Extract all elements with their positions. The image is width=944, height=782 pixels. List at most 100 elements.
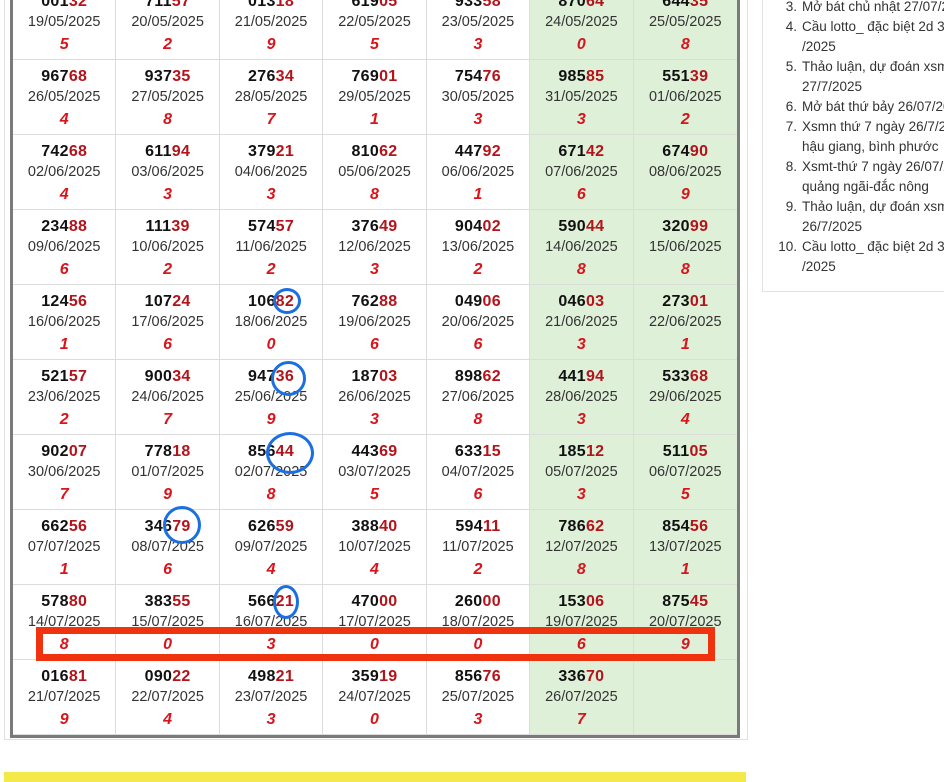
result-cell: 93735 27/05/2025 8: [116, 60, 220, 135]
number-head: 447: [454, 143, 483, 160]
item-text[interactable]: quảng ngãi-đắc nông: [802, 179, 929, 194]
result-number: 37649: [323, 218, 425, 236]
result-number: 18512: [530, 443, 632, 461]
result-digit: 2: [473, 261, 483, 278]
result-number: 01318: [220, 0, 322, 11]
number-tail: 06: [482, 293, 501, 310]
result-cell: 00132 19/05/2025 5: [13, 0, 117, 60]
result-number: 52157: [13, 368, 115, 386]
result-cell: 57457 11/06/2025 2: [219, 210, 324, 285]
number-tail: 57: [171, 0, 191, 10]
item-number: [763, 77, 802, 97]
number-tail: 24: [172, 293, 191, 310]
item-text[interactable]: Cầu lotto_ đặc biệt 2d 3d: [802, 239, 944, 254]
sidebar-post-link[interactable]: 8. Xsmt-thứ 7 ngày 26/07/2: [763, 157, 944, 177]
result-digit: 6: [59, 261, 69, 278]
number-head: 590: [558, 218, 586, 235]
result-date: 15/06/2025: [648, 239, 722, 255]
number-head: 870: [558, 0, 586, 10]
result-date: 11/06/2025: [235, 239, 307, 255]
sidebar-post-link[interactable]: hậu giang, bình phước: [763, 137, 944, 157]
sidebar-post-link[interactable]: 27/7/2025: [763, 77, 944, 97]
sidebar-post-link[interactable]: 4. Cầu lotto_ đặc biệt 2d 3d: [763, 17, 944, 37]
number-tail: 90: [689, 143, 709, 160]
result-digit: 0: [370, 711, 379, 728]
sidebar-post-link[interactable]: /2025: [763, 37, 944, 57]
result-number: 81062: [323, 143, 425, 161]
result-number: 04906: [427, 293, 529, 311]
item-text[interactable]: Thảo luận, dự đoán xsmb: [802, 59, 944, 74]
sidebar-post-link[interactable]: 7. Xsmn thứ 7 ngày 26/7/20: [763, 117, 944, 137]
result-date: 01/07/2025: [131, 464, 204, 480]
result-number: 87545: [634, 593, 737, 611]
result-number: 90207: [13, 443, 115, 461]
sidebar-post-link[interactable]: 26/7/2025: [763, 217, 944, 237]
item-text[interactable]: Cầu lotto_ đặc biệt 2d 3d: [802, 19, 944, 34]
result-cell: [633, 660, 737, 735]
result-cell: 61194 03/06/2025 3: [116, 135, 220, 210]
item-text[interactable]: Xsmt-thứ 7 ngày 26/07/2: [802, 159, 944, 174]
result-digit: 3: [163, 186, 173, 203]
number-tail: 32: [68, 0, 88, 10]
result-number: 38840: [323, 518, 425, 536]
number-tail: 05: [689, 443, 708, 460]
number-head: 106: [248, 293, 276, 310]
number-tail: 57: [68, 368, 88, 385]
number-tail: 19: [379, 668, 398, 685]
number-tail: 69: [379, 443, 398, 460]
result-date: 15/07/2025: [131, 614, 204, 630]
number-head: 046: [558, 293, 586, 310]
number-head: 778: [144, 443, 173, 460]
item-text[interactable]: /2025: [802, 39, 836, 54]
result-digit: 8: [266, 486, 276, 503]
item-number: 9.: [785, 199, 797, 214]
sidebar-post-link[interactable]: 3. Mở bát chủ nhật 27/07/2: [763, 0, 944, 17]
result-date: 09/07/2025: [234, 539, 308, 555]
number-head: 856: [248, 443, 276, 460]
item-text[interactable]: Thảo luận, dự đoán xsmb: [802, 199, 944, 214]
number-head: 273: [662, 293, 690, 310]
result-number: 93735: [116, 68, 218, 86]
item-text[interactable]: Mở bát thứ bảy 26/07/20: [802, 99, 944, 114]
sidebar-post-link[interactable]: 9. Thảo luận, dự đoán xsmb: [763, 197, 944, 217]
result-digit: 3: [473, 711, 483, 728]
result-date: 25/06/2025: [234, 389, 308, 405]
result-digit: 9: [163, 486, 173, 503]
result-date: 08/06/2025: [648, 164, 722, 180]
result-digit: 8: [680, 36, 690, 53]
result-number: 90402: [427, 218, 529, 236]
result-digit: 2: [163, 261, 173, 278]
number-tail: 02: [482, 218, 501, 235]
item-text[interactable]: 27/7/2025: [802, 79, 863, 94]
item-text[interactable]: /2025: [802, 259, 836, 274]
result-digit: 0: [266, 336, 276, 353]
number-tail: 45: [689, 593, 709, 610]
item-text[interactable]: hậu giang, bình phước: [802, 139, 939, 154]
number-tail: 03: [585, 293, 605, 310]
result-date: 14/06/2025: [545, 239, 618, 255]
result-date: 30/05/2025: [441, 89, 515, 105]
result-digit: 7: [266, 111, 276, 128]
sidebar-post-link[interactable]: 6. Mở bát thứ bảy 26/07/20: [763, 97, 944, 117]
sidebar-post-link[interactable]: 5. Thảo luận, dự đoán xsmb: [763, 57, 944, 77]
result-digit: 1: [473, 186, 483, 203]
number-head: 001: [41, 0, 69, 10]
sidebar-post-link[interactable]: quảng ngãi-đắc nông: [763, 177, 944, 197]
result-digit: 9: [680, 636, 690, 653]
result-cell: 44792 06/06/2025 1: [426, 135, 531, 210]
result-number: 90034: [116, 368, 218, 386]
item-text[interactable]: Xsmn thứ 7 ngày 26/7/20: [802, 119, 944, 134]
result-number: 67142: [530, 143, 632, 161]
sidebar-post-link[interactable]: /2025: [763, 257, 944, 277]
result-number: 85456: [634, 518, 737, 536]
result-digit: 0: [370, 636, 379, 653]
result-number: 57457: [220, 218, 322, 236]
item-text[interactable]: Mở bát chủ nhật 27/07/2: [802, 0, 944, 14]
sidebar-post-link[interactable]: 10. Cầu lotto_ đặc biệt 2d 3d: [763, 237, 944, 257]
result-cell: 27634 28/05/2025 7: [219, 60, 324, 135]
number-head: 379: [248, 143, 276, 160]
item-text[interactable]: 26/7/2025: [802, 219, 863, 234]
number-head: 856: [454, 668, 483, 685]
result-cell: 90207 30/06/2025 7: [13, 435, 117, 510]
result-cell: 64435 25/05/2025 8: [633, 0, 737, 60]
